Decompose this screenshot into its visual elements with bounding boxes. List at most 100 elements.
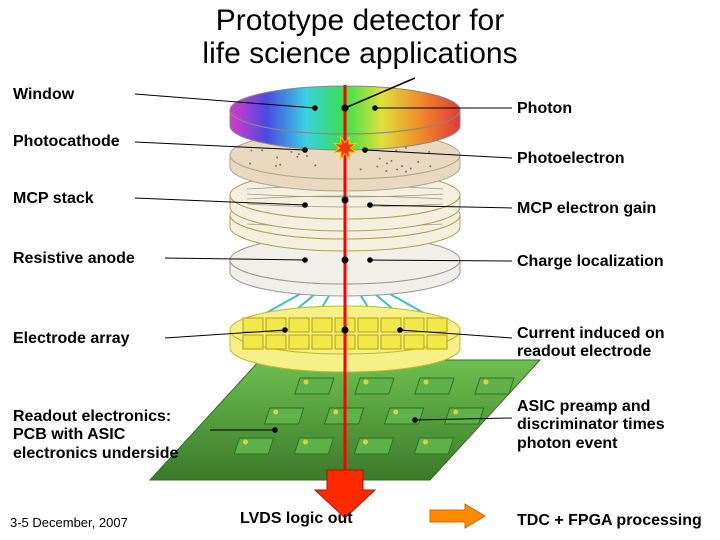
chip-dot — [453, 410, 458, 415]
leader-dot — [372, 105, 378, 111]
asic-chip — [295, 378, 334, 394]
leader-dot — [302, 147, 308, 153]
chip-dot — [304, 380, 309, 385]
label-readout: Readout electronics: PCB with ASIC elect… — [13, 408, 178, 463]
leader-dot — [397, 327, 403, 333]
label-photocathode: Photocathode — [13, 133, 120, 151]
leader-dot — [302, 202, 308, 208]
label-window: Window — [13, 86, 74, 104]
chip-dot — [303, 440, 308, 445]
electrode-cell — [427, 335, 447, 349]
asic-chip — [355, 378, 394, 394]
footer-date: 3-5 December, 2007 — [10, 515, 128, 530]
electrode-cell — [358, 335, 378, 349]
speckle — [385, 170, 387, 172]
speckle — [306, 155, 308, 157]
label-current: Current induced on readout electrode — [517, 325, 665, 362]
tdc-arrow-icon — [430, 504, 485, 528]
speckle — [379, 158, 381, 160]
label-mcp-gain: MCP electron gain — [517, 200, 656, 218]
speckle — [376, 166, 378, 168]
electrode-cell — [243, 335, 263, 349]
asic-chip — [234, 438, 273, 454]
label-readout-l2: PCB with ASIC — [13, 426, 125, 443]
speckle — [314, 164, 316, 166]
label-asic-l2: discriminator times — [517, 416, 665, 433]
speckle — [390, 160, 392, 162]
leader-dot — [302, 257, 308, 263]
chip-dot — [484, 380, 489, 385]
speckle — [250, 149, 252, 151]
chip-dot — [243, 440, 248, 445]
label-asic: ASIC preamp and discriminator times phot… — [517, 398, 665, 453]
leader-dot — [367, 257, 373, 263]
asic-chip — [445, 408, 484, 424]
label-resistive-anode: Resistive anode — [13, 250, 135, 268]
label-tdc: TDC + FPGA processing — [517, 512, 702, 530]
leader-dot — [282, 327, 288, 333]
asic-chip — [265, 408, 304, 424]
asic-chip — [385, 408, 424, 424]
speckle — [401, 165, 403, 167]
electrode-cell — [266, 335, 286, 349]
leader-dot — [312, 105, 318, 111]
label-mcp-stack: MCP stack — [13, 190, 94, 208]
speckle — [429, 165, 431, 167]
speckle — [405, 147, 407, 149]
chip-dot — [364, 380, 369, 385]
label-asic-l1: ASIC preamp and — [517, 398, 650, 415]
label-readout-l1: Readout electronics: — [13, 408, 171, 425]
speckle — [360, 168, 362, 170]
leader-dot — [367, 202, 373, 208]
speckle — [276, 156, 278, 158]
label-asic-l3: photon event — [517, 435, 617, 452]
electrode-cell — [358, 318, 378, 332]
chip-dot — [424, 380, 429, 385]
speckle — [291, 151, 293, 153]
asic-chip — [294, 438, 333, 454]
label-photon: Photon — [517, 100, 572, 118]
chip-dot — [363, 440, 368, 445]
asic-chip — [414, 438, 453, 454]
speckle — [275, 165, 277, 167]
leader-dot — [362, 147, 368, 153]
asic-chip — [415, 378, 454, 394]
chip-dot — [273, 410, 278, 415]
speckle — [261, 149, 263, 151]
beam-node — [342, 327, 349, 334]
electrode-cell — [312, 335, 332, 349]
speckle — [298, 153, 300, 155]
electrode-cell — [289, 318, 309, 332]
beam-node — [342, 197, 349, 204]
speckle — [396, 168, 398, 170]
electrode-cell — [289, 335, 309, 349]
speckle — [296, 156, 298, 158]
leader-dot — [272, 427, 278, 433]
electrode-cell — [312, 318, 332, 332]
label-electrode-array: Electrode array — [13, 330, 130, 348]
electrode-cell — [427, 318, 447, 332]
electrode-cell — [404, 335, 424, 349]
chip-dot — [333, 410, 338, 415]
beam-node — [342, 257, 349, 264]
electrode-cell — [243, 318, 263, 332]
label-current-l1: Current induced on — [517, 325, 665, 342]
label-current-l2: readout electrode — [517, 343, 651, 360]
label-charge-localization: Charge localization — [517, 253, 664, 271]
speckle — [405, 171, 407, 173]
speckle — [249, 163, 251, 165]
speckle — [279, 164, 281, 166]
speckle — [428, 151, 430, 153]
speckle — [386, 162, 388, 164]
speckle — [410, 167, 412, 169]
label-readout-l3: electronics underside — [13, 445, 178, 462]
chip-dot — [423, 440, 428, 445]
electrode-cell — [381, 335, 401, 349]
label-photoelectron: Photoelectron — [517, 150, 625, 168]
leader-dot — [412, 417, 418, 423]
speckle — [417, 161, 419, 163]
asic-chip — [475, 378, 514, 394]
asic-chip — [354, 438, 393, 454]
label-lvds: LVDS logic out — [240, 510, 353, 528]
chip-dot — [393, 410, 398, 415]
